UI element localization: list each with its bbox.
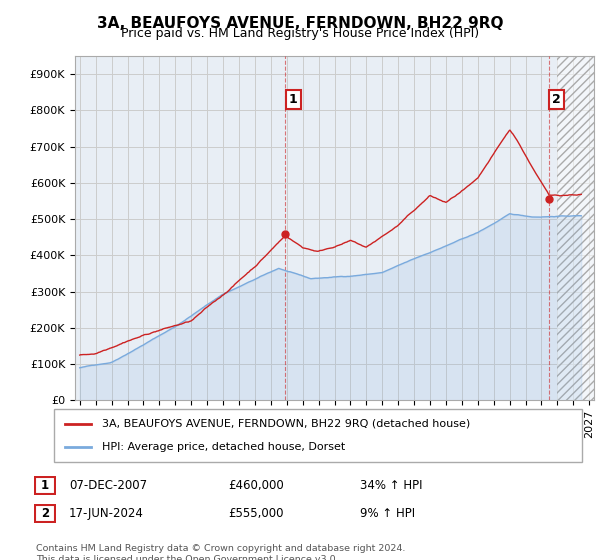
- Text: 17-JUN-2024: 17-JUN-2024: [69, 507, 144, 520]
- Text: £460,000: £460,000: [228, 479, 284, 492]
- Text: Contains HM Land Registry data © Crown copyright and database right 2024.
This d: Contains HM Land Registry data © Crown c…: [36, 544, 406, 560]
- Bar: [557, 56, 594, 400]
- Text: HPI: Average price, detached house, Dorset: HPI: Average price, detached house, Dors…: [101, 442, 345, 452]
- Text: 1: 1: [41, 479, 49, 492]
- Text: Price paid vs. HM Land Registry's House Price Index (HPI): Price paid vs. HM Land Registry's House …: [121, 27, 479, 40]
- Text: 3A, BEAUFOYS AVENUE, FERNDOWN, BH22 9RQ: 3A, BEAUFOYS AVENUE, FERNDOWN, BH22 9RQ: [97, 16, 503, 31]
- Text: 07-DEC-2007: 07-DEC-2007: [69, 479, 147, 492]
- FancyBboxPatch shape: [35, 477, 55, 494]
- Bar: [557, 56, 594, 400]
- FancyBboxPatch shape: [35, 505, 55, 522]
- Text: £555,000: £555,000: [228, 507, 284, 520]
- Text: 34% ↑ HPI: 34% ↑ HPI: [360, 479, 422, 492]
- Text: 1: 1: [289, 93, 298, 106]
- Text: 9% ↑ HPI: 9% ↑ HPI: [360, 507, 415, 520]
- Text: 3A, BEAUFOYS AVENUE, FERNDOWN, BH22 9RQ (detached house): 3A, BEAUFOYS AVENUE, FERNDOWN, BH22 9RQ …: [101, 419, 470, 429]
- Text: 2: 2: [552, 93, 561, 106]
- Text: 2: 2: [41, 507, 49, 520]
